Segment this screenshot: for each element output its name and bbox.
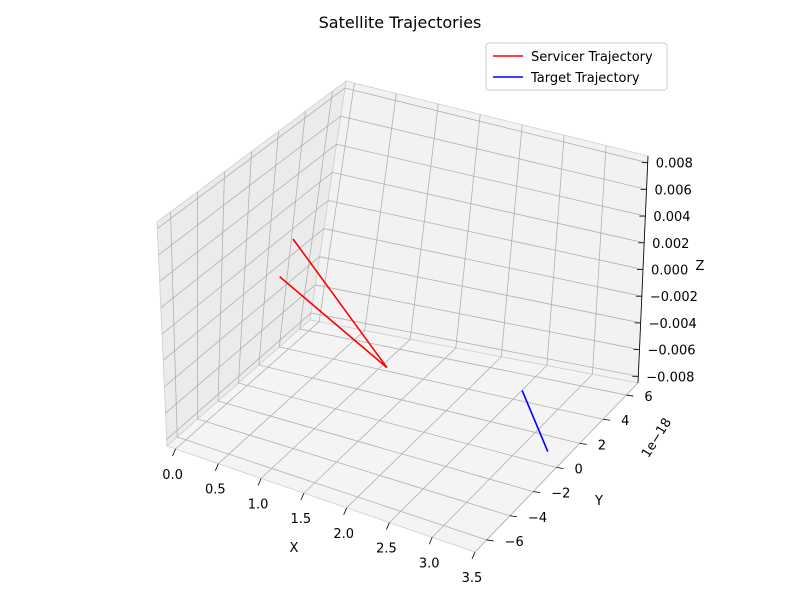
z-tick-label: 0.004 [653,210,690,225]
legend-box [485,42,668,91]
x-tick-label: 0.5 [205,483,226,498]
y-tick-label: 2 [598,438,606,453]
z-grid-line [165,284,640,414]
y-tick-mark [579,442,587,445]
x-axis-label: X [290,541,299,556]
z-grid-line [160,171,645,308]
z-tick-label: 0.000 [651,264,688,279]
y-grid-line [217,171,534,493]
x-grid-line [346,124,523,509]
legend-label-servicer: Servicer Trajectory [531,50,653,65]
x-tick-label: 3.5 [462,571,483,586]
chart-title: Satellite Trajectories [319,13,482,32]
x-grid-line [218,93,397,464]
z-grid-line [159,143,646,282]
y-tick-label: 6 [644,390,652,405]
y-grid-line [197,191,511,517]
x-axis-ticks: 0.0 0.5 1.0 1.5 2.0 2.5 3.0 3.5 [162,448,483,586]
y-grid-line [170,211,487,541]
legend: Servicer Trajectory Target Trajectory [485,42,668,91]
servicer-trajectory-line [279,238,388,369]
x-tick-mark [386,522,390,530]
z-grid-line [158,115,647,256]
z-tick-label: 0.006 [655,183,692,198]
y-axis-label: Y [594,494,603,509]
z-axis-label: Z [696,259,705,274]
x-grid-line [431,145,607,538]
z-grid-line [162,228,642,361]
x-tick-label: 0.0 [162,468,183,483]
y-tick-label: 0 [575,463,583,478]
y-tick-label: 4 [621,414,629,429]
z-tick-label: 0.002 [652,237,689,252]
x-tick-mark [471,551,476,560]
z-grid-line [157,87,648,229]
z-tick-label: 0.008 [656,157,693,172]
x-tick-label: 1.5 [291,512,312,527]
y-tick-mark [509,515,517,518]
y-tick-label: −4 [528,511,547,526]
x-tick-label: 2.0 [333,527,354,542]
y-tick-label: −6 [505,535,524,550]
x-grid-line [303,114,481,494]
x-tick-mark [428,537,433,545]
y-tick-mark [626,394,634,397]
y-tick-mark [556,467,564,469]
x-grid-line [175,83,355,450]
axis-panes [156,80,649,553]
x-tick-mark [172,448,176,457]
x-tick-label: 2.5 [376,542,397,557]
x-tick-mark [214,463,219,471]
y-grid-line [258,131,580,444]
x-grid-line [260,103,439,479]
target-trajectory-line [521,390,549,452]
x-grid-line [389,135,565,523]
z-grid-line [161,200,644,335]
y-grid-line [278,111,604,420]
x-tick-label: 1.0 [248,497,269,512]
legend-label-target: Target Trajectory [530,71,640,86]
x-tick-mark [300,492,305,501]
series-lines [279,238,549,452]
y-grid-line [238,151,557,468]
y-grid-line [299,91,627,396]
y-tick-mark [603,418,611,421]
x-tick-mark [343,507,348,515]
z-axis-ticks: −0.008 −0.006 −0.004 −0.002 0.000 0.002 0.004 0… [632,155,698,385]
y-tick-mark [486,539,494,542]
z-tick-label: −0.008 [646,370,694,385]
y-axis-offset-text: 1e−18 [639,416,675,461]
y-tick-mark [533,491,541,494]
z-grid-line [166,312,639,440]
z-grid-line [164,256,641,388]
x-tick-label: 3.0 [419,556,440,571]
y-tick-label: −2 [551,487,570,502]
z-tick-label: −0.004 [649,317,697,332]
grid-lines [157,83,649,553]
z-tick-label: −0.002 [650,290,698,305]
x-tick-mark [257,478,262,486]
z-tick-label: −0.006 [647,344,695,359]
